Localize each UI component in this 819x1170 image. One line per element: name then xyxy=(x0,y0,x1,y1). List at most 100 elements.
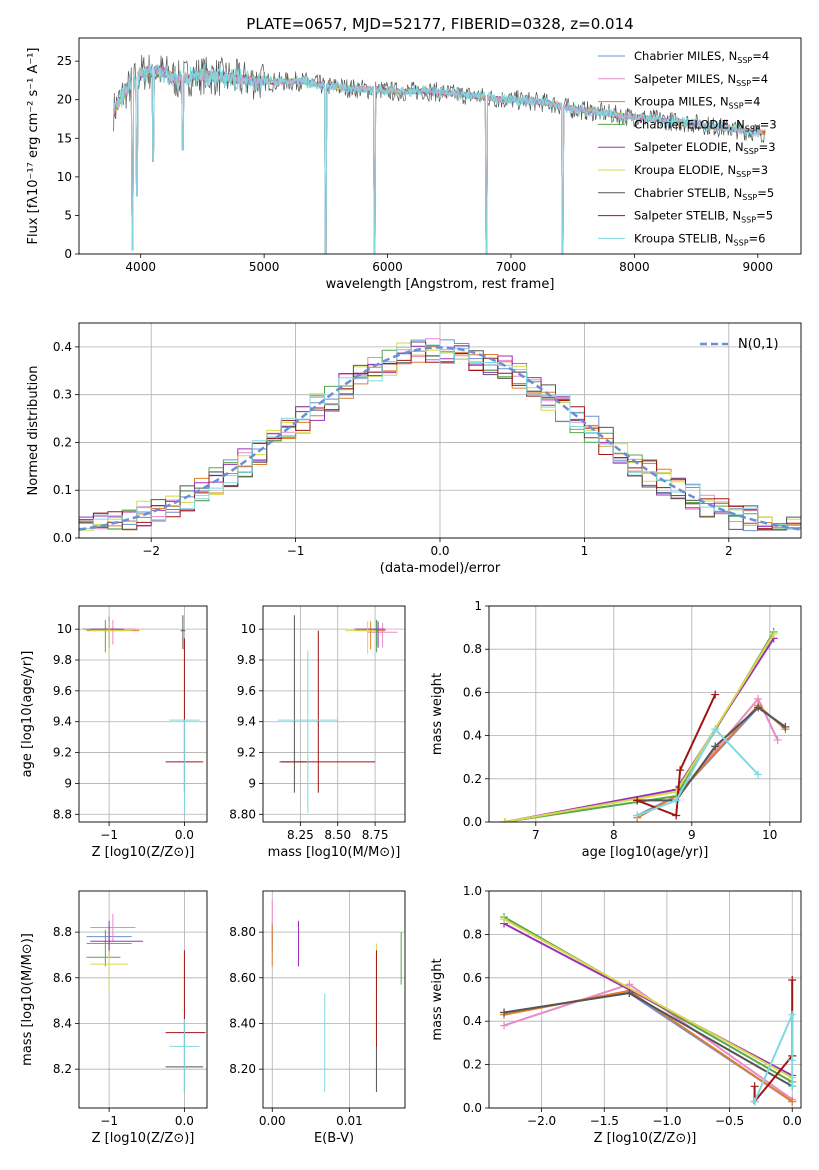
series-marker xyxy=(500,1008,509,1017)
series-marker xyxy=(633,811,642,820)
y-tick-label: 8.80 xyxy=(229,925,256,939)
legend-label: Salpeter ELODIE, NSSP=3 xyxy=(634,140,776,156)
legend: Chabrier MILES, NSSP=4 Salpeter MILES, NS… xyxy=(598,49,777,247)
y-tick-label: 8.8 xyxy=(53,925,72,939)
y-tick-label: 0.6 xyxy=(463,685,482,699)
axes-massweight-vs-age: 7 8 9 10 0.0 0.2 0.4 0.6 0.8 1 age [log10(age/yr)]… xyxy=(430,599,802,860)
y-tick-label: 9.6 xyxy=(237,684,256,698)
series-marker xyxy=(788,1056,797,1065)
y-tick-label: 9 xyxy=(248,776,256,790)
y-tick-label: 0 xyxy=(64,247,72,261)
series-marker xyxy=(754,770,763,779)
y-tick-label: 0.6 xyxy=(463,971,482,985)
y-tick-label: 9.4 xyxy=(53,715,72,729)
y-tick-label: 0.8 xyxy=(463,927,482,941)
x-tick-label: 0.0 xyxy=(175,828,194,842)
x-tick-label: 8 xyxy=(610,828,618,842)
y-tick-label: 10 xyxy=(241,622,256,636)
axes-frame xyxy=(78,890,208,1109)
y-tick-label: 9.6 xyxy=(53,684,72,698)
x-tick-label: 8.50 xyxy=(324,828,351,842)
x-tick-label: −0.5 xyxy=(715,1114,744,1128)
plot-area xyxy=(271,900,402,1093)
x-tick-label: 0.01 xyxy=(336,1114,363,1128)
y-tick-label: 0.2 xyxy=(53,435,72,449)
series-marker xyxy=(788,1097,797,1106)
series-line xyxy=(503,989,793,1103)
axes-spectrum: 4000 5000 6000 7000 8000 9000 0 5 10 15 20 25 wavele… xyxy=(26,37,802,292)
y-tick-label: 15 xyxy=(57,131,72,145)
y-tick-label: 8.2 xyxy=(53,1062,72,1076)
x-axis-label: E(B-V) xyxy=(314,1131,354,1146)
y-axis-label: Normed distribution xyxy=(26,366,41,496)
x-tick-label: −2 xyxy=(142,544,160,558)
axes-frame xyxy=(78,37,802,255)
series-marker xyxy=(500,818,509,822)
series-line xyxy=(503,991,793,1103)
x-tick-label: −1.5 xyxy=(590,1114,619,1128)
axes-age-vs-mass: 8.25 8.50 8.75 8.80 9 9.2 9.4 9.6 9.8 10 mass [log… xyxy=(229,605,406,860)
x-tick-label: 6000 xyxy=(372,260,403,274)
x-tick-label: 7000 xyxy=(496,260,527,274)
axes-frame xyxy=(488,890,802,1109)
axes-frame xyxy=(262,890,406,1109)
x-tick-label: 9000 xyxy=(743,260,774,274)
series-marker xyxy=(672,811,681,820)
series-line xyxy=(503,918,793,1079)
y-tick-label: 9.4 xyxy=(237,715,256,729)
series-marker xyxy=(788,1010,797,1019)
x-tick-label: −1 xyxy=(100,828,118,842)
series-line xyxy=(753,1014,794,1102)
axes-frame xyxy=(262,605,406,823)
series-marker xyxy=(672,796,681,805)
series-marker xyxy=(788,1082,797,1091)
series-marker xyxy=(754,703,763,712)
series-marker xyxy=(750,1082,759,1091)
series-marker xyxy=(711,690,720,699)
series-marker xyxy=(500,1021,509,1030)
x-axis-label: Z [log10(Z/Z⊙)] xyxy=(92,1131,195,1146)
series-line xyxy=(503,983,793,1101)
y-tick-label: 8.4 xyxy=(53,1016,72,1030)
x-tick-label: 8.75 xyxy=(362,828,389,842)
x-tick-label: 4000 xyxy=(125,260,156,274)
x-tick-label: 5000 xyxy=(249,260,280,274)
x-tick-label: 2 xyxy=(725,544,733,558)
y-tick-label: 0.1 xyxy=(53,483,72,497)
series-marker xyxy=(711,742,720,751)
plot-area xyxy=(277,615,398,813)
axes-age-vs-Z: −1 0.0 8.8 9 9.2 9.4 9.6 9.8 10 Z [log10(Z/Z⊙)] ag… xyxy=(20,605,208,860)
y-tick-label: 9 xyxy=(64,776,72,790)
legend-label: Kroupa STELIB, NSSP=6 xyxy=(634,231,765,247)
legend-label: Kroupa MILES, NSSP=4 xyxy=(634,95,760,111)
x-tick-label: 10 xyxy=(762,828,777,842)
series-marker xyxy=(750,1097,759,1106)
y-tick-label: 0.8 xyxy=(463,642,482,656)
spectrum-line xyxy=(113,54,766,254)
x-axis-label: mass [log10(M/M⊙)] xyxy=(268,845,401,860)
axes-residual-histogram: −2 −1 0.0 1 2 0.0 0.1 0.2 0.3 0.4 (data-model)/err… xyxy=(26,322,802,576)
y-tick-label: 0.4 xyxy=(463,729,482,743)
plot-area xyxy=(500,913,797,1106)
x-tick-label: −2.0 xyxy=(527,1114,556,1128)
y-tick-label: 9.2 xyxy=(237,746,256,760)
y-tick-label: 10 xyxy=(57,170,72,184)
y-tick-label: 8.60 xyxy=(229,971,256,985)
series-marker xyxy=(781,722,790,731)
series-marker xyxy=(625,988,634,997)
normal-curve xyxy=(79,346,801,531)
x-axis-label: age [log10(age/yr)] xyxy=(582,845,709,860)
axes-mass-vs-Z: −1 0.0 8.2 8.4 8.6 8.8 Z [log10(Z/Z⊙)] mass [lo… xyxy=(20,890,208,1146)
plot-area xyxy=(79,338,801,532)
y-axis-label: age [log10(age/yr)] xyxy=(20,651,35,778)
y-tick-label: 8.8 xyxy=(53,807,72,821)
y-tick-label: 5 xyxy=(64,208,72,222)
legend-label: Kroupa ELODIE, NSSP=3 xyxy=(634,163,768,179)
series-marker xyxy=(711,725,720,734)
y-tick-label: 1.0 xyxy=(463,884,482,898)
legend-label: N(0,1) xyxy=(738,337,779,352)
y-tick-label: 0.2 xyxy=(463,1058,482,1072)
y-tick-label: 20 xyxy=(57,93,72,107)
y-axis-label: mass [log10(M/M⊙)] xyxy=(20,933,35,1066)
y-tick-label: 0.4 xyxy=(463,1014,482,1028)
